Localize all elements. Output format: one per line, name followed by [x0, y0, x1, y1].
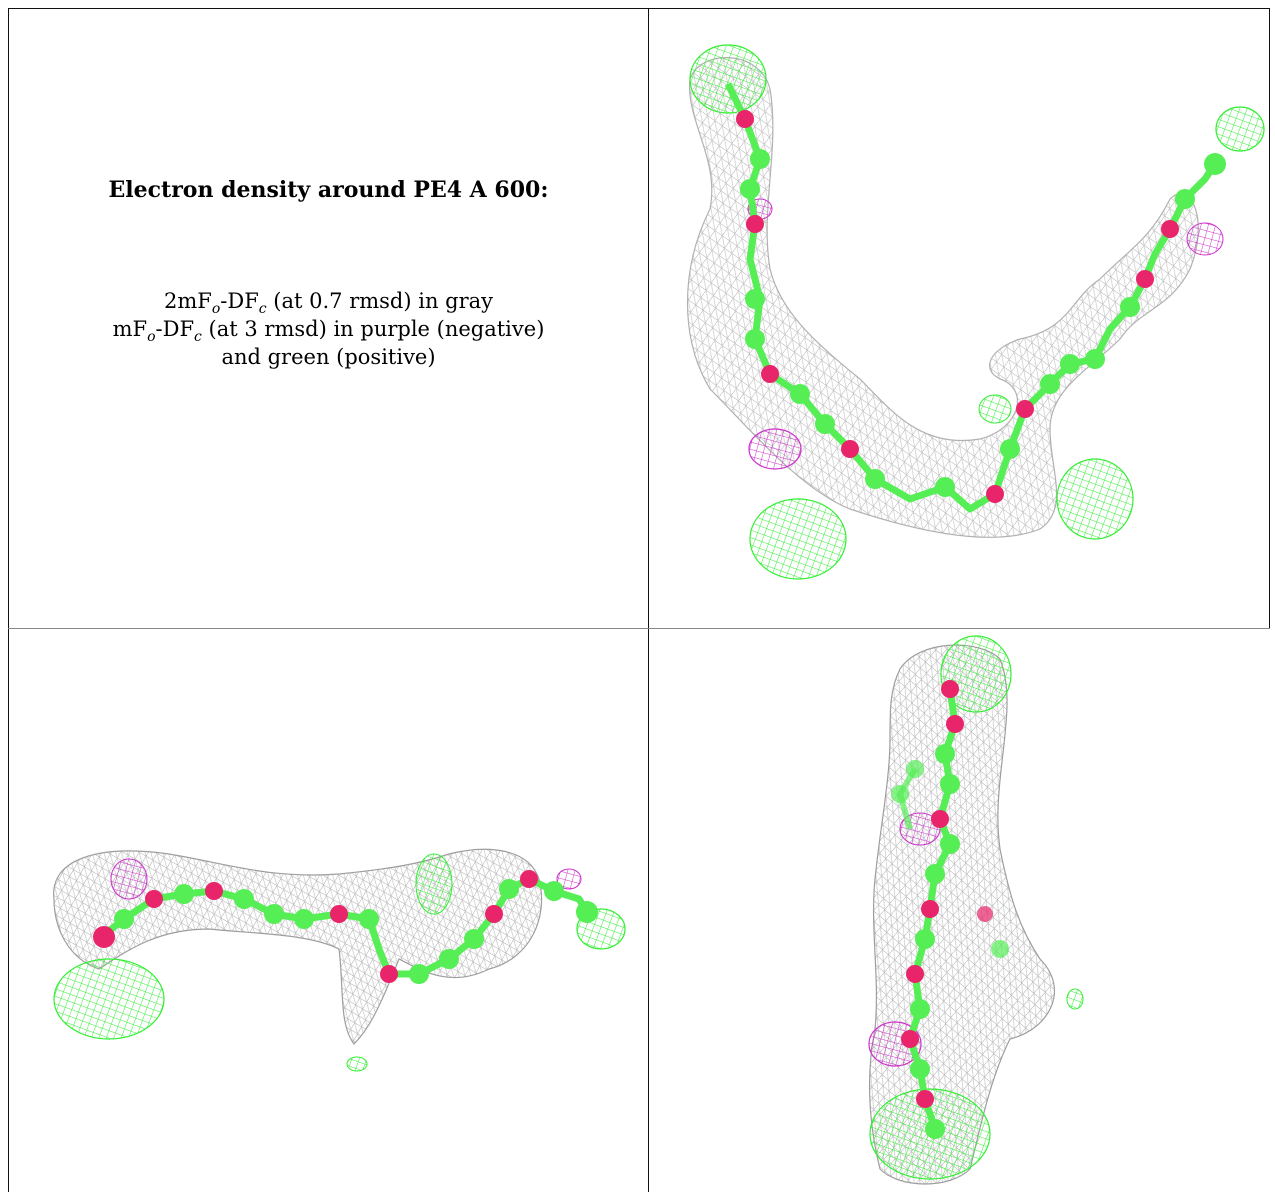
mesh-positive-blob — [749, 498, 847, 580]
mesh-negative-blob — [110, 858, 148, 900]
density-render-3 — [868, 635, 1084, 1185]
carbon-atoms — [114, 879, 598, 984]
density-render-2 — [53, 848, 626, 1072]
carbon-atoms — [891, 744, 1009, 1139]
density-view-bottom-right — [650, 629, 1269, 1192]
legend-line-2fofc: 2mFo-DFc (at 0.7 rmsd) in gray — [163, 289, 494, 318]
figure-title: Electron density around PE4 A 600: — [108, 177, 549, 203]
mesh-positive-blob — [53, 958, 165, 1040]
table-divider-horizontal — [8, 628, 1270, 629]
mesh-positive-blob — [346, 1056, 368, 1072]
density-legend: 2mFo-DFc (at 0.7 rmsd) in gray mFo-DFc (… — [9, 287, 648, 371]
carbon-atoms — [740, 149, 1226, 497]
mesh-positive-blob — [415, 853, 453, 915]
mesh-positive-blob — [1056, 458, 1134, 540]
table-divider-vertical — [648, 8, 649, 1192]
caption-cell: Electron density around PE4 A 600: 2mFo-… — [9, 9, 648, 628]
density-view-bottom-left — [9, 629, 648, 1192]
mesh-negative-blob — [1186, 222, 1224, 256]
oxygen-atoms — [736, 110, 1179, 503]
mesh-positive-blob — [689, 44, 767, 114]
table-border-top — [8, 8, 1270, 9]
mesh-positive-blob — [940, 635, 1012, 713]
mesh-negative-blob — [556, 868, 582, 890]
oxygen-atoms — [901, 680, 993, 1108]
mesh-positive-blob — [1066, 988, 1084, 1010]
table-border-right — [1269, 8, 1270, 628]
mesh-positive-blob — [1215, 106, 1265, 152]
table-border-left — [8, 8, 9, 1192]
density-view-top-right — [650, 9, 1269, 628]
legend-line-positive: and green (positive) — [221, 345, 436, 369]
mesh-negative-blob — [748, 428, 802, 470]
oxygen-atoms — [93, 870, 538, 983]
legend-line-fofc: mFo-DFc (at 3 rmsd) in purple (negative) — [112, 317, 545, 346]
density-render-1 — [686, 44, 1265, 580]
mesh-positive-blob — [978, 394, 1012, 424]
